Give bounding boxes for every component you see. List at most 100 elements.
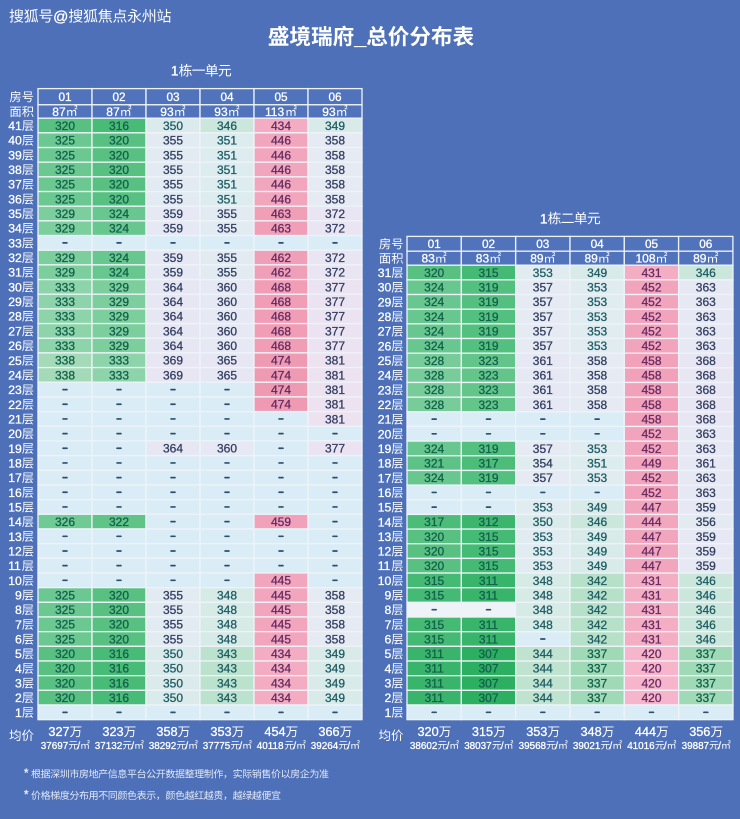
svg-text:355: 355 [163,588,183,602]
svg-text:353: 353 [533,530,553,544]
svg-text:360: 360 [217,280,237,294]
svg-text:307: 307 [478,676,498,690]
svg-text:329: 329 [55,266,75,280]
svg-text:315: 315 [424,574,444,588]
svg-text:6: 6 [15,633,22,647]
svg-text:349: 349 [587,530,607,544]
svg-text:377: 377 [325,295,345,309]
svg-text:36: 36 [8,192,22,206]
svg-text:320: 320 [55,691,75,705]
svg-text:315: 315 [424,618,444,632]
svg-text:15: 15 [8,501,22,515]
svg-text:/: / [239,741,242,752]
svg-text:348: 348 [533,603,553,617]
svg-text:452: 452 [641,339,661,353]
svg-text:368: 368 [696,354,716,368]
svg-text:458: 458 [641,354,661,368]
svg-text:329: 329 [109,339,129,353]
svg-text:39568: 39568 [519,741,547,752]
svg-text:12: 12 [8,545,22,559]
svg-text:19: 19 [378,442,392,456]
svg-text:348: 348 [533,588,553,602]
svg-text:13: 13 [8,530,22,544]
svg-text:342: 342 [587,632,607,646]
svg-text:307: 307 [478,662,498,676]
svg-text:320: 320 [55,662,75,676]
svg-text:368: 368 [696,383,716,397]
svg-text:319: 319 [478,442,498,456]
svg-text:353: 353 [587,310,607,324]
svg-text:2: 2 [15,691,22,705]
svg-text:445: 445 [271,618,291,632]
svg-text:434: 434 [271,676,291,690]
svg-text:316: 316 [109,691,129,705]
svg-text:458: 458 [641,398,661,412]
svg-text:10: 10 [378,574,392,588]
svg-text:349: 349 [325,662,345,676]
svg-text:468: 468 [271,280,291,294]
svg-text:346: 346 [696,632,716,646]
svg-text:360: 360 [217,339,237,353]
svg-text:328: 328 [424,398,444,412]
svg-text:32: 32 [8,251,22,265]
svg-text:25: 25 [8,354,22,368]
svg-text:346: 346 [696,574,716,588]
svg-text:/: / [347,741,350,752]
svg-text:344: 344 [533,647,553,661]
svg-text:316: 316 [109,647,129,661]
svg-text:358: 358 [325,163,345,177]
svg-text:351: 351 [217,134,237,148]
svg-text:*: * [24,768,29,780]
svg-text:431: 431 [641,618,661,632]
svg-text:19: 19 [8,442,22,456]
svg-text:337: 337 [696,647,716,661]
svg-text:/: / [718,741,721,752]
svg-text:324: 324 [424,471,444,485]
svg-text:361: 361 [533,383,553,397]
svg-text:355: 355 [163,603,183,617]
svg-text:358: 358 [587,369,607,383]
svg-text:15: 15 [378,501,392,515]
svg-text:39021: 39021 [573,741,601,752]
svg-text:449: 449 [641,457,661,471]
svg-text:7: 7 [15,618,22,632]
svg-text:327: 327 [48,725,69,739]
svg-text:364: 364 [163,295,183,309]
svg-text:452: 452 [641,295,661,309]
svg-text:4: 4 [15,662,22,676]
svg-text:03: 03 [536,237,550,251]
svg-text:360: 360 [217,295,237,309]
svg-text:312: 312 [478,515,498,529]
svg-text:348: 348 [217,588,237,602]
svg-text:87: 87 [52,105,66,119]
svg-text:358: 358 [325,148,345,162]
svg-text:17: 17 [378,471,392,485]
svg-text:353: 353 [587,295,607,309]
svg-text:356: 356 [696,515,716,529]
svg-text:315: 315 [478,559,498,573]
svg-text:337: 337 [587,647,607,661]
svg-text:359: 359 [696,559,716,573]
svg-text:320: 320 [109,192,129,206]
svg-text:311: 311 [479,588,498,602]
svg-text:311: 311 [479,574,498,588]
svg-text:38602: 38602 [410,741,437,752]
svg-text:05: 05 [645,237,659,251]
svg-text:/: / [185,741,188,752]
svg-text:11: 11 [378,559,391,573]
svg-text:320: 320 [424,559,444,573]
svg-text:311: 311 [479,632,498,646]
svg-text:353: 353 [210,725,231,739]
svg-text:468: 468 [271,339,291,353]
svg-text:311: 311 [425,676,444,690]
svg-text:324: 324 [424,325,444,339]
svg-text:377: 377 [325,310,345,324]
svg-text:323: 323 [478,354,498,368]
svg-text:351: 351 [217,163,237,177]
svg-text:324: 324 [424,310,444,324]
svg-text:9: 9 [385,589,392,603]
svg-text:420: 420 [641,691,661,705]
svg-text:474: 474 [271,368,291,382]
svg-text:355: 355 [163,178,183,192]
svg-text:31: 31 [8,266,22,280]
